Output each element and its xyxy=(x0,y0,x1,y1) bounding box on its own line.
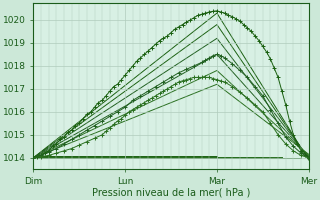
X-axis label: Pression niveau de la mer( hPa ): Pression niveau de la mer( hPa ) xyxy=(92,187,250,197)
